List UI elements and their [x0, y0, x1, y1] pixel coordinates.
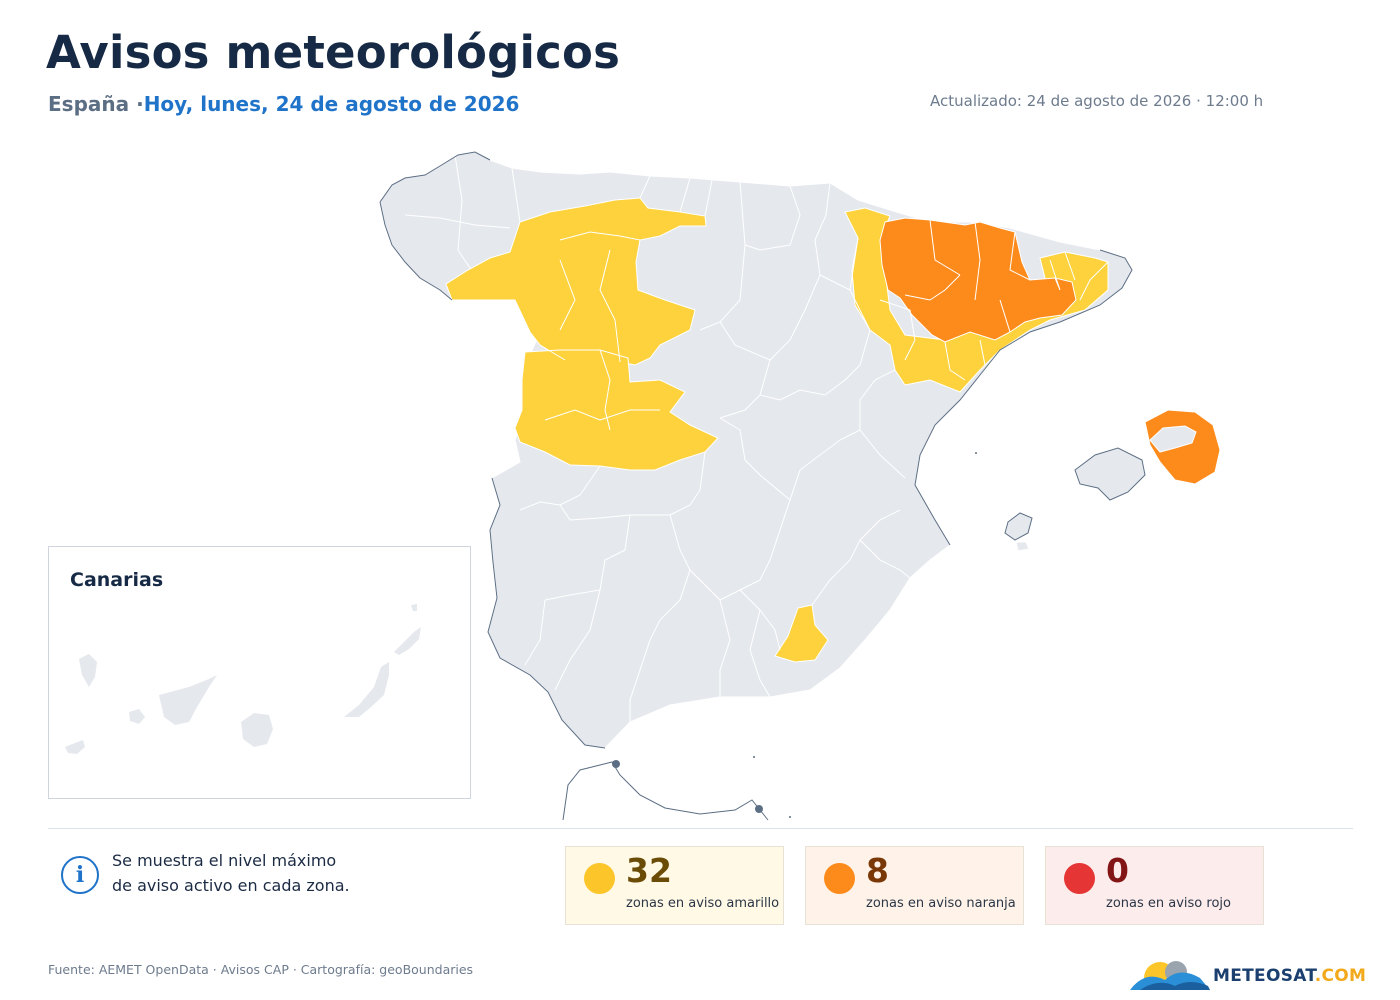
- canarias-title: Canarias: [70, 569, 164, 591]
- info-line-2: de aviso activo en cada zona.: [112, 876, 350, 895]
- yellow-count: 32: [626, 851, 672, 890]
- info-line-1: Se muestra el nivel máximo: [112, 851, 337, 870]
- province-borders: [404, 154, 1109, 722]
- island-el-hierro[interactable]: [65, 740, 85, 754]
- page-subtitle: España ·Hoy, lunes, 24 de agosto de 2026: [48, 92, 519, 116]
- ceuta-marker[interactable]: [612, 760, 620, 768]
- warning-zone-yellow[interactable]: [445, 197, 707, 366]
- columbretes-marker: [975, 452, 977, 454]
- legend-card-yellow: 32 zonas en aviso amarillo: [565, 846, 784, 925]
- coastline: [379, 151, 1133, 749]
- footer-divider: [48, 828, 1353, 829]
- brand-text: METEOSAT.COM: [1213, 966, 1366, 986]
- menorca-region[interactable]: [1149, 425, 1197, 453]
- formentera-region[interactable]: [1015, 541, 1030, 552]
- brand-logo[interactable]: METEOSAT.COM: [1130, 956, 1366, 990]
- orange-count: 8: [866, 851, 889, 890]
- warning-zone-yellow[interactable]: [514, 349, 719, 471]
- subtitle-separator: ·: [129, 92, 144, 116]
- brand-logo-icon: [1130, 961, 1210, 990]
- island-tenerife[interactable]: [159, 675, 217, 725]
- page-title: Avisos meteorológicos: [46, 26, 621, 79]
- island-gran-canaria[interactable]: [241, 713, 273, 747]
- legend-card-orange: 8 zonas en aviso naranja: [805, 846, 1024, 925]
- brand-tld: .COM: [1314, 966, 1367, 986]
- canarias-map: [65, 604, 421, 754]
- island-la-gomera[interactable]: [129, 709, 145, 724]
- yellow-dot-icon: [584, 863, 615, 894]
- red-dot-icon: [1064, 863, 1095, 894]
- island-fuerteventura[interactable]: [344, 662, 389, 717]
- peninsula-region[interactable]: [379, 151, 1133, 749]
- country-label: España: [48, 92, 130, 116]
- updated-timestamp: Actualizado: 24 de agosto de 2026 · 12:0…: [930, 92, 1264, 110]
- info-text: Se muestra el nivel máximo de aviso acti…: [112, 848, 412, 898]
- info-icon: i: [61, 856, 99, 894]
- ibiza-outline: [1004, 512, 1033, 541]
- canarias-inset: Canarias: [48, 546, 471, 799]
- africa-coastline: [562, 761, 769, 821]
- warning-zone-yellow[interactable]: [774, 604, 829, 663]
- legend-card-red: 0 zonas en aviso rojo: [1045, 846, 1264, 925]
- spain-warning-map: [379, 151, 1221, 821]
- date-label: Hoy, lunes, 24 de agosto de 2026: [143, 92, 520, 116]
- mallorca-outline: [1074, 447, 1146, 501]
- melilla-marker[interactable]: [755, 805, 763, 813]
- island-la-graciosa[interactable]: [411, 604, 417, 611]
- brand-name: METEOSAT: [1213, 966, 1315, 986]
- orange-dot-icon: [824, 863, 855, 894]
- chafarinas-marker: [789, 816, 791, 818]
- source-credit: Fuente: AEMET OpenData · Avisos CAP · Ca…: [48, 962, 474, 977]
- island-lanzarote[interactable]: [394, 627, 421, 655]
- orange-label: zonas en aviso naranja: [866, 896, 1016, 911]
- warning-zone-yellow[interactable]: [844, 207, 1109, 393]
- alboran-marker: [753, 756, 755, 758]
- red-count: 0: [1106, 851, 1129, 890]
- red-label: zonas en aviso rojo: [1106, 896, 1231, 911]
- yellow-label: zonas en aviso amarillo: [626, 896, 780, 911]
- island-la-palma[interactable]: [79, 654, 97, 687]
